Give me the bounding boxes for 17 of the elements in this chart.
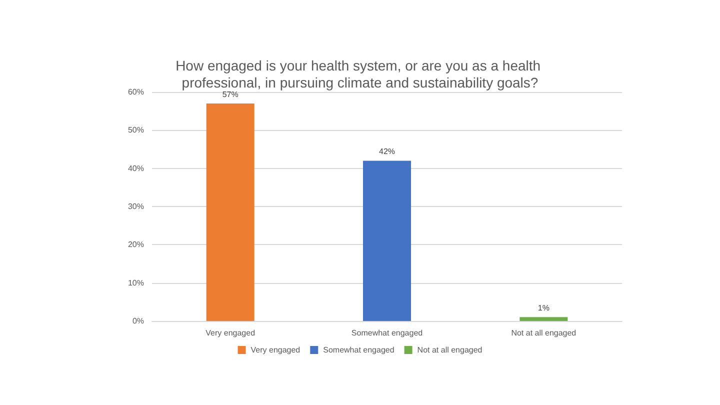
x-tick-label: Not at all engaged	[511, 328, 576, 338]
y-tick-label: 0%	[132, 316, 144, 326]
data-label: 1%	[538, 304, 550, 313]
legend-label: Somewhat engaged	[323, 346, 394, 354]
x-tick-label: Somewhat engaged	[351, 328, 423, 338]
x-tick-label: Very engaged	[206, 328, 256, 338]
chart-title: How engaged is your health system, or are you as a health professional, in pursuing climate and sustainability goals?	[176, 58, 544, 90]
data-label: 57%	[222, 90, 238, 99]
legend-label: Very engaged	[250, 346, 300, 354]
y-tick-label: 60%	[128, 88, 144, 96]
y-tick-label: 30%	[128, 202, 144, 211]
legend-label: Not at all engaged	[417, 346, 482, 354]
y-tick-label: 50%	[128, 126, 144, 135]
y-tick-label: 10%	[128, 278, 144, 288]
data-label: 42%	[378, 147, 396, 156]
y-tick-label: 20%	[128, 240, 144, 250]
y-tick-label: 40%	[128, 164, 144, 173]
